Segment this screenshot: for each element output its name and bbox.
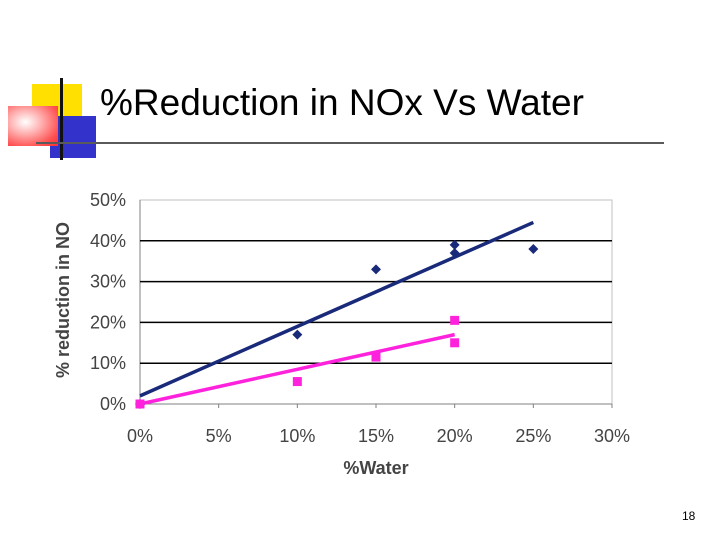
x-tick-label: 25% [515,426,551,446]
data-point-diamond [371,264,381,275]
data-point-square [292,377,302,387]
data-point-diamond [449,239,460,250]
x-axis-ticks: 0% 5% 10% 15% 20% 25% 30% [127,404,630,446]
x-tick-label: 10% [279,426,315,446]
y-tick-label: 30% [90,272,126,292]
data-point-square [371,352,381,362]
data-point-diamond [449,248,460,259]
data-point-diamond [292,329,303,340]
decorative-red-square [8,106,58,146]
data-markers [135,239,539,409]
plot-border [139,199,613,405]
trendline-series-2 [139,332,456,406]
trendline-series-1 [139,220,535,398]
y-axis-ticks: 0% 10% 20% 30% 40% 50% [90,190,126,414]
y-tick-label: 10% [90,353,126,373]
y-tick-label: 40% [90,231,126,251]
data-point-square [450,338,460,348]
x-axis-title: %Water [343,458,408,478]
gridlines [140,240,612,364]
title-underline [36,142,664,144]
x-tick-label: 20% [437,426,473,446]
data-point-square [450,315,460,325]
x-tick-label: 15% [358,426,394,446]
plot-area [139,199,613,405]
data-point-diamond [528,243,539,254]
x-tick-label: 30% [594,426,630,446]
y-axis-title: % reduction in NO [53,222,73,378]
page-number: 18 [682,509,696,523]
x-tick-label: 0% [127,426,153,446]
slide-title: %Reduction in NOx Vs Water [100,82,584,123]
x-tick-label: 5% [206,426,232,446]
y-tick-label: 50% [90,190,126,210]
trendlines [139,220,535,406]
y-tick-label: 20% [90,312,126,332]
y-tick-label: 0% [100,394,126,414]
data-point-square [135,399,145,409]
decorative-vertical-line [60,78,63,160]
